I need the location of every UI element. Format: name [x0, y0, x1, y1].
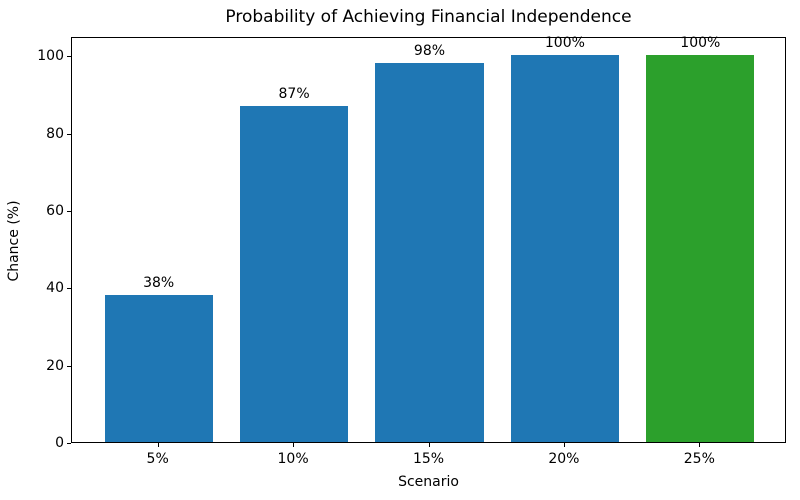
bar-value-label: 87%	[278, 85, 310, 102]
x-tick-label: 20%	[548, 451, 580, 467]
x-tick-mark	[293, 443, 295, 447]
bar-value-label: 38%	[143, 275, 175, 292]
bar-value-label: 98%	[413, 43, 446, 60]
x-tick-label: 15%	[412, 451, 445, 467]
bar-10%	[239, 105, 349, 442]
chart-title: Probability of Achieving Financial Indep…	[225, 7, 632, 27]
bar-5%	[104, 295, 213, 442]
bar-20%	[510, 55, 620, 442]
y-tick-label: 80	[46, 125, 64, 142]
bar-15%	[375, 63, 484, 442]
y-tick-label: 40	[46, 280, 64, 297]
x-tick-mark	[157, 443, 159, 447]
y-tick-label: 100	[37, 48, 64, 65]
bar-value-label: 100%	[680, 35, 721, 52]
y-tick-label: 0	[55, 435, 64, 451]
y-axis-label: Chance (%)	[6, 200, 22, 282]
x-tick-label: 5%	[146, 451, 169, 467]
bar-value-label: 100%	[544, 35, 585, 52]
y-tick-mark	[67, 56, 71, 58]
y-tick-label: 20	[46, 357, 64, 374]
x-tick-mark	[428, 443, 430, 447]
y-tick-mark	[67, 288, 71, 290]
y-tick-label: 60	[46, 203, 64, 219]
x-tick-mark	[563, 443, 565, 447]
x-axis-label: Scenario	[398, 474, 459, 490]
x-tick-label: 25%	[683, 451, 715, 467]
x-tick-label: 10%	[277, 451, 309, 467]
y-tick-mark	[67, 443, 71, 444]
bar-25%	[646, 55, 755, 442]
plot-area: 38% 87% 98% 100% 100%	[71, 35, 786, 443]
y-tick-mark	[67, 365, 71, 367]
y-tick-mark	[67, 211, 71, 212]
x-tick-mark	[699, 443, 701, 447]
y-tick-mark	[67, 133, 71, 135]
